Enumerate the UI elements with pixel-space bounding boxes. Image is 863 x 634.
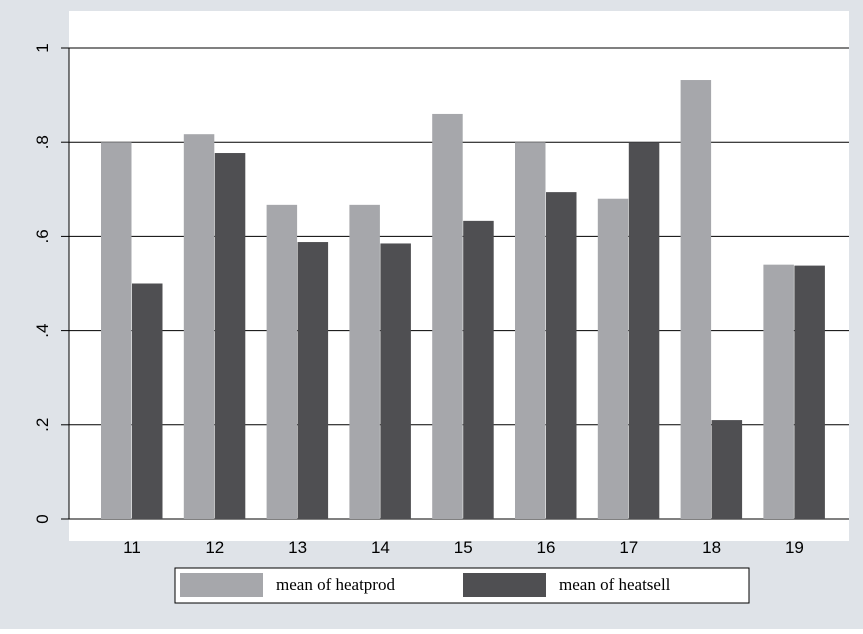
x-tick-label-11: 11 (123, 538, 141, 557)
x-tick-label-12: 12 (205, 538, 224, 557)
bar-heatprod-19 (763, 264, 794, 519)
bar-heatprod-13 (266, 204, 298, 519)
y-tick-label-0: 0 (33, 514, 52, 523)
bar-heatprod-18 (680, 80, 712, 519)
legend-swatch-heatsell (463, 573, 546, 597)
legend: mean of heatprod mean of heatsell (174, 567, 750, 604)
legend-label-heatsell: mean of heatsell (559, 575, 671, 594)
bar-heatsell-15 (463, 220, 494, 519)
bar-heatprod-12 (183, 134, 215, 519)
x-tick-label-18: 18 (702, 538, 721, 557)
legend-box (174, 567, 750, 604)
y-tick-label-5: 1 (33, 43, 52, 52)
x-tick-label-19: 19 (785, 538, 804, 557)
y-tick-label-4: .8 (33, 135, 52, 149)
x-tick-label-14: 14 (371, 538, 390, 557)
x-tick-label-17: 17 (619, 538, 638, 557)
bar-heatprod-14 (349, 204, 380, 519)
x-ticks: 11 12 13 14 15 16 17 18 19 (123, 538, 804, 557)
x-tick-label-13: 13 (288, 538, 307, 557)
bar-heatsell-18 (711, 420, 743, 519)
bar-heatprod-16 (515, 142, 546, 519)
y-tick-label-3: .6 (33, 229, 52, 243)
bar-heatsell-13 (297, 242, 329, 519)
y-tick-label-1: .2 (33, 418, 52, 432)
legend-label-heatprod: mean of heatprod (276, 575, 395, 594)
bar-heatsell-14 (380, 243, 411, 519)
y-ticks: 0 .2 .4 .6 .8 1 (33, 43, 69, 524)
bar-heatsell-17 (628, 142, 660, 519)
bar-heatsell-12 (214, 153, 246, 519)
x-tick-label-15: 15 (454, 538, 473, 557)
bar-heatprod-11 (101, 142, 132, 519)
legend-swatch-heatprod (180, 573, 263, 597)
bar-heatsell-11 (132, 283, 163, 519)
bar-heatsell-16 (546, 192, 577, 519)
x-tick-label-16: 16 (537, 538, 556, 557)
bar-heatprod-17 (597, 198, 629, 519)
y-tick-label-2: .4 (33, 324, 52, 338)
bars (101, 80, 825, 519)
bar-heatsell-19 (794, 265, 825, 519)
bar-heatprod-15 (432, 113, 463, 519)
